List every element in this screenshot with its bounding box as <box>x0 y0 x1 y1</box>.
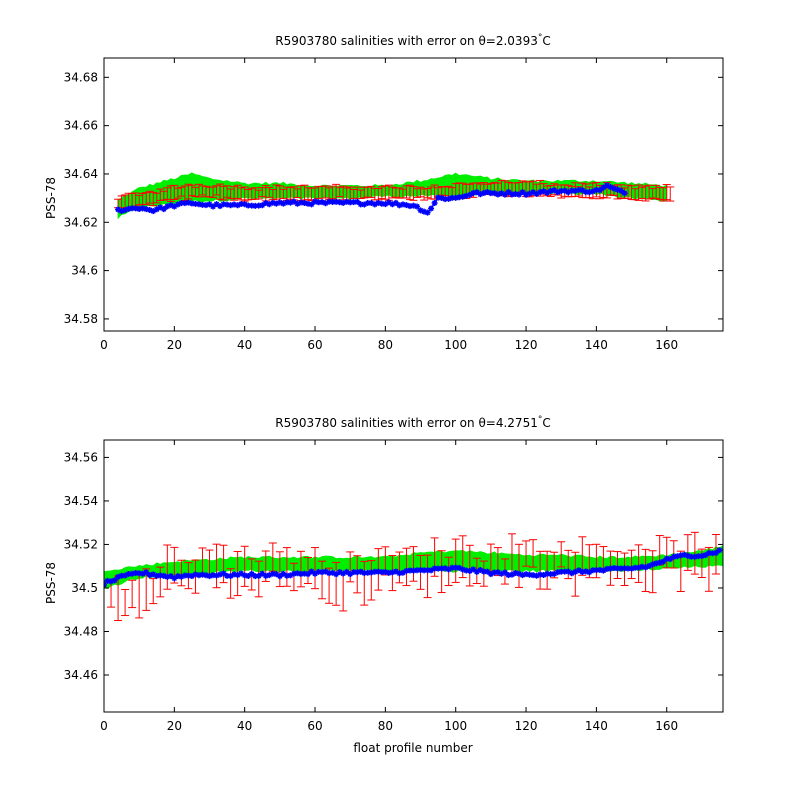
top-chart-ylabel: PSS-78 <box>44 177 58 219</box>
bottom-chart-xtick-label-4: 80 <box>378 719 393 733</box>
bottom-chart-ytick-label-4: 34.54 <box>64 494 98 508</box>
bottom-chart-ytick-label-1: 34.48 <box>64 624 98 638</box>
bottom-chart-xaxis: 0 20 40 60 80 100 120 140 160 <box>100 440 678 733</box>
top-chart-xtick-label-7: 140 <box>585 338 608 352</box>
top-chart-float-point-144 <box>621 190 628 197</box>
bottom-chart-float-series <box>104 547 723 588</box>
bottom-chart-xtick-label-7: 140 <box>585 719 608 733</box>
bottom-chart-yaxis: 34.46 34.48 34.5 34.52 34.54 34.56 <box>64 450 723 682</box>
bottom-chart-data-layer <box>104 531 723 622</box>
bottom-chart-float-point-175 <box>716 547 723 554</box>
top-chart-xaxis: 0 20 40 60 80 100 120 140 160 <box>100 58 678 352</box>
top-chart-xtick-label-3: 60 <box>307 338 322 352</box>
top-chart-xtick-label-4: 80 <box>378 338 393 352</box>
top-chart: R5903780 salinities with error on θ=2.03… <box>44 33 724 352</box>
bottom-chart-xtick-label-2: 40 <box>237 719 252 733</box>
bottom-chart-ylabel: PSS-78 <box>44 562 58 604</box>
top-chart-data-layer <box>114 172 675 220</box>
bottom-chart-errorbar-series <box>107 531 720 622</box>
top-chart-xtick-label-5: 100 <box>444 338 467 352</box>
top-chart-axes-box <box>103 57 724 332</box>
bottom-chart-xtick-label-0: 0 <box>100 719 108 733</box>
bottom-chart-ytick-label-3: 34.52 <box>64 537 98 551</box>
bottom-chart-xtick-label-6: 120 <box>515 719 538 733</box>
top-chart-xtick-label-6: 120 <box>515 338 538 352</box>
top-chart-xtick-label-8: 160 <box>655 338 678 352</box>
top-chart-ytick-label-2: 34.62 <box>64 215 98 229</box>
bottom-chart-xtick-label-5: 100 <box>444 719 467 733</box>
top-chart-ytick-label-0: 34.58 <box>64 312 98 326</box>
top-chart-ytick-label-4: 34.66 <box>64 119 98 133</box>
bottom-chart-ytick-label-5: 34.56 <box>64 450 98 464</box>
top-chart-ytick-label-3: 34.64 <box>64 167 98 181</box>
top-chart-ytick-label-5: 34.68 <box>64 70 98 84</box>
bottom-chart-float-line <box>104 549 720 586</box>
bottom-chart-title: R5903780 salinities with error on θ=4.27… <box>275 415 550 430</box>
top-chart-plot-area: 0 20 40 60 80 100 120 140 160 34.58 34.6 34.62 34.64… <box>64 57 724 352</box>
top-chart-ytick-label-1: 34.6 <box>71 264 98 278</box>
top-chart-float-point-0 <box>115 206 122 213</box>
bottom-chart-xtick-label-3: 60 <box>307 719 322 733</box>
top-chart-xtick-label-0: 0 <box>100 338 108 352</box>
bottom-chart-plot-area: 0 20 40 60 80 100 120 140 160 34.46 34.48 34.5 34.52… <box>64 439 724 733</box>
bottom-chart-xlabel: float profile number <box>353 741 472 755</box>
bottom-chart-axes-box <box>103 439 724 713</box>
bottom-chart: R5903780 salinities with error on θ=4.27… <box>44 415 724 755</box>
top-chart-float-line <box>117 184 625 214</box>
top-chart-float-series <box>115 182 628 216</box>
bottom-chart-ytick-label-0: 34.46 <box>64 668 98 682</box>
top-chart-yaxis: 34.58 34.6 34.62 34.64 34.66 34.68 <box>64 70 723 326</box>
top-chart-xtick-label-1: 20 <box>167 338 182 352</box>
top-chart-title: R5903780 salinities with error on θ=2.03… <box>275 33 550 48</box>
bottom-chart-ytick-label-2: 34.5 <box>71 581 98 595</box>
bottom-chart-xtick-label-8: 160 <box>655 719 678 733</box>
bottom-chart-xtick-label-1: 20 <box>167 719 182 733</box>
top-chart-xtick-label-2: 40 <box>237 338 252 352</box>
